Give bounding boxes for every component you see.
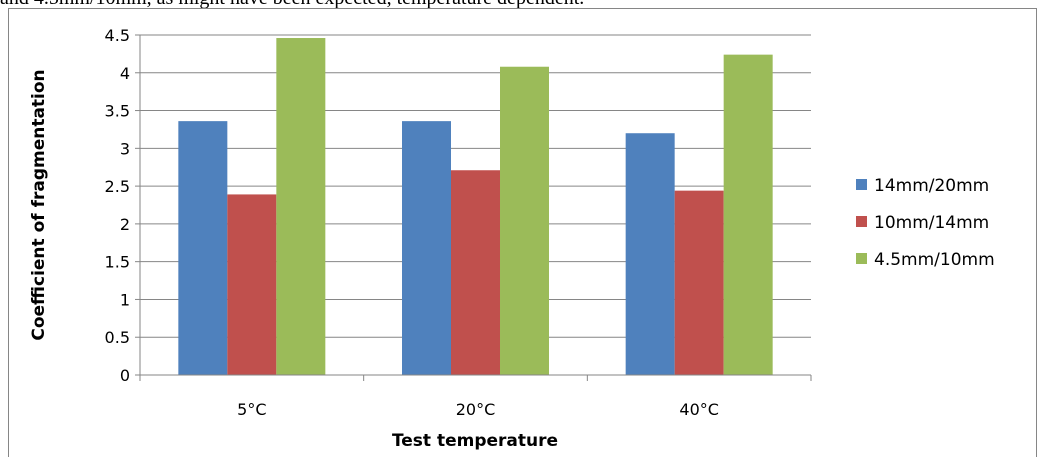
- axes: [135, 34, 812, 381]
- y-tick-label: 1: [120, 290, 130, 309]
- legend-swatch: [856, 216, 867, 227]
- legend: 14mm/20mm 10mm/14mm 4.5mm/10mm: [856, 176, 995, 270]
- x-axis-title: Test temperature: [392, 431, 558, 451]
- y-tick-label: 0.5: [105, 328, 130, 347]
- chart-frame: [8, 8, 1037, 457]
- y-tick-label: 2: [120, 215, 130, 234]
- bar: [674, 190, 724, 375]
- legend-label: 4.5mm/10mm: [874, 250, 995, 270]
- bar: [178, 121, 228, 375]
- bar: [402, 121, 451, 375]
- legend-swatch: [856, 179, 867, 190]
- y-tick-label: 0: [120, 366, 130, 385]
- legend-label: 10mm/14mm: [874, 213, 989, 233]
- x-tick-label: 5°C: [237, 400, 266, 419]
- bar: [451, 170, 500, 375]
- y-tick-label: 2.5: [105, 177, 130, 196]
- caption-text: and 4.5mm/10mm, as might have been expec…: [0, 0, 1045, 9]
- bars: [178, 38, 773, 376]
- bar: [276, 38, 326, 376]
- x-tick-label: 40°C: [679, 400, 719, 419]
- bar: [723, 54, 773, 376]
- y-tick-label: 4: [120, 64, 130, 83]
- bar: [500, 66, 549, 375]
- legend-label: 14mm/20mm: [874, 176, 989, 196]
- y-tick-label: 1.5: [105, 253, 130, 272]
- y-tick-label: 4.5: [105, 26, 130, 45]
- y-axis-title: Coefficient of fragmentation: [29, 69, 49, 340]
- bar: [227, 194, 277, 375]
- y-tick-label: 3.5: [105, 102, 130, 121]
- x-tick-label: 20°C: [456, 400, 496, 419]
- y-tick-label: 3: [120, 139, 130, 158]
- bar: [625, 133, 675, 375]
- legend-swatch: [856, 253, 867, 264]
- tick-labels: 0 0.5 1 1.5 2 2.5 3 3.5 4 4.5 5°C 20°C 40°C: [105, 26, 719, 419]
